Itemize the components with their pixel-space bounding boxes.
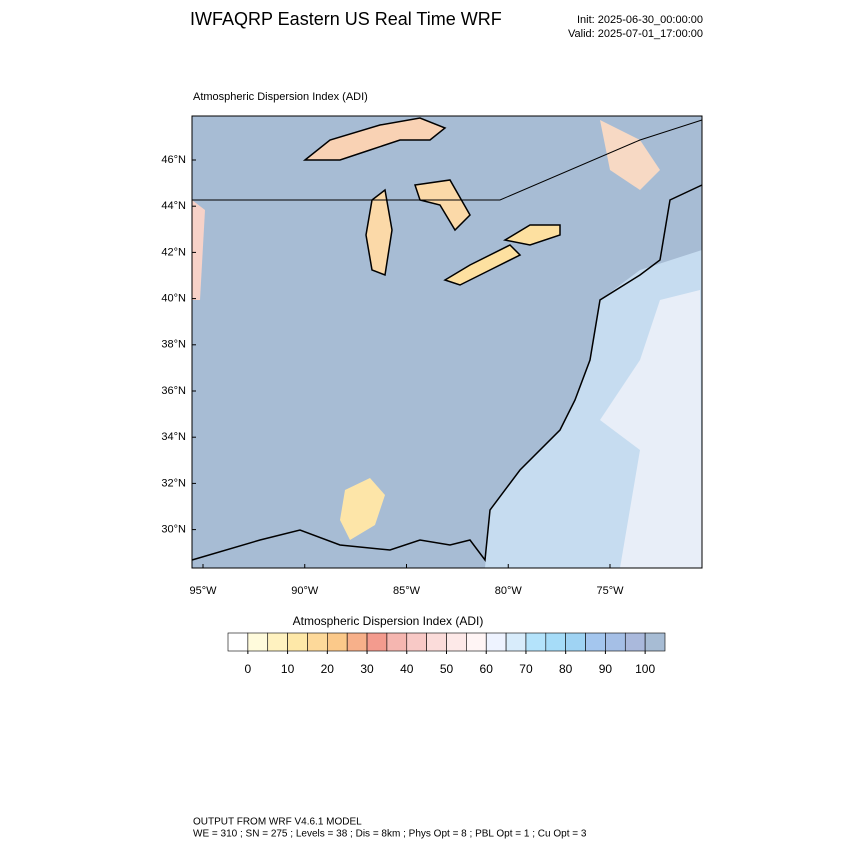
lat-label: 46°N [161, 154, 186, 166]
footer-line: OUTPUT FROM WRF V4.6.1 MODEL [193, 817, 362, 828]
colorbar-label: 40 [400, 662, 414, 676]
warm-patch [340, 478, 385, 540]
lat-label: 44°N [161, 200, 186, 212]
colorbar-label: 90 [599, 662, 613, 676]
colorbar-box [466, 632, 487, 652]
lon-label: 80°W [495, 585, 523, 597]
lon-label: 75°W [596, 585, 624, 597]
lake-ontario [502, 224, 561, 246]
warm-patch [600, 120, 660, 190]
colorbar-box [565, 632, 586, 652]
colorbar-label: 70 [519, 662, 533, 676]
lon-label: 85°W [393, 585, 421, 597]
colorbar-box [624, 632, 646, 652]
title: IWFAQRP Eastern US Real Time WRF [190, 9, 502, 29]
colorbar-box [267, 632, 288, 652]
ocean-light [600, 290, 702, 568]
warm-patch [192, 200, 205, 300]
colorbar-box [307, 632, 328, 652]
lake-erie [443, 244, 522, 286]
map-frame [191, 115, 703, 569]
colorbar-box [327, 632, 348, 652]
colorbar-label: 100 [635, 662, 655, 676]
colorbar-box [505, 632, 527, 652]
lat-label: 36°N [161, 385, 186, 397]
colorbar-box [426, 632, 447, 652]
lat-label: 32°N [161, 477, 186, 489]
coastline [191, 184, 703, 562]
lat-label: 42°N [161, 246, 186, 258]
colorbar-box [525, 632, 547, 652]
colorbar-label: 60 [480, 662, 494, 676]
colorbar-box [446, 632, 467, 652]
colorbar-box [644, 632, 666, 652]
colorbar-box [605, 632, 626, 652]
colorbar-title: Atmospheric Dispersion Index (ADI) [293, 614, 484, 628]
colorbar-box [386, 632, 408, 652]
lat-label: 40°N [161, 293, 186, 305]
footer-line: WE = 310 ; SN = 275 ; Levels = 38 ; Dis … [193, 829, 587, 840]
colorbar-box [287, 632, 308, 652]
lake-superior [302, 117, 447, 161]
colorbar-box [366, 632, 388, 652]
map-title: Atmospheric Dispersion Index (ADI) [193, 91, 368, 103]
lat-label: 30°N [161, 524, 186, 536]
colorbar-box [247, 632, 269, 652]
colorbar-box [585, 632, 606, 652]
lon-label: 95°W [189, 585, 217, 597]
lat-label: 38°N [161, 339, 186, 351]
colorbar-box [346, 632, 368, 652]
lake-michigan [365, 188, 393, 277]
colorbar-label: 0 [245, 662, 252, 676]
colorbar-label: 10 [281, 662, 295, 676]
colorbar-box [406, 632, 427, 652]
init-time: Init: 2025-06-30_00:00:00 [577, 14, 703, 26]
colorbar-box [485, 632, 507, 652]
colorbar-box [227, 632, 249, 652]
colorbar-label: 30 [360, 662, 374, 676]
lon-label: 90°W [291, 585, 319, 597]
colorbar-label: 20 [321, 662, 335, 676]
colorbar-box [545, 632, 566, 652]
lat-label: 34°N [161, 431, 186, 443]
colorbar-label: 80 [559, 662, 573, 676]
map [191, 115, 703, 569]
border [192, 119, 703, 201]
colorbar-label: 50 [440, 662, 454, 676]
valid-time: Valid: 2025-07-01_17:00:00 [568, 28, 703, 40]
